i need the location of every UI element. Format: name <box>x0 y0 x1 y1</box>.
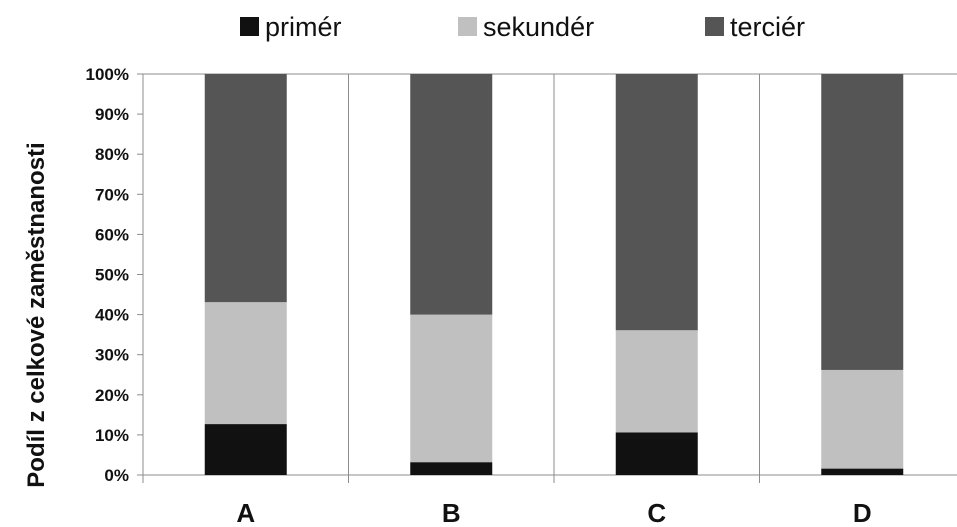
bar-segment <box>410 74 493 315</box>
y-tick-label: 70% <box>95 185 129 204</box>
legend-label: terciér <box>730 12 805 42</box>
y-tick-label: 80% <box>95 145 129 164</box>
y-tick-label: 60% <box>95 225 129 244</box>
y-tick-label: 0% <box>104 466 129 485</box>
y-axis-label: Podíl z celkové zaměstnanosti <box>23 142 50 487</box>
legend-swatch <box>458 17 477 36</box>
legend-swatch <box>240 17 259 36</box>
bar-segment <box>204 74 287 303</box>
bar-segment <box>204 424 287 475</box>
legend-label: sekundér <box>483 12 594 42</box>
y-tick-label: 50% <box>95 266 129 285</box>
category-label: C <box>647 498 666 527</box>
y-axis-ticks: 0% 10% 20% 30% 40% 50% 60% 70% 80% 90% 100% <box>86 65 143 485</box>
bar-segment <box>615 432 698 475</box>
legend: primér sekundér terciér <box>240 12 805 42</box>
legend-label: primér <box>265 12 342 42</box>
category-label: D <box>853 498 872 527</box>
bar-segment <box>204 302 287 425</box>
x-axis-ticks: A B C D <box>236 498 871 527</box>
bar-segment <box>615 330 698 433</box>
bar-segment <box>821 74 904 370</box>
y-tick-label: 20% <box>95 386 129 405</box>
category-label: B <box>442 498 461 527</box>
y-tick-label: 40% <box>95 306 129 325</box>
y-tick-label: 10% <box>95 426 129 445</box>
y-tick-label: 30% <box>95 346 129 365</box>
bar-segment <box>821 369 904 469</box>
bars <box>204 74 904 475</box>
bar-segment <box>410 462 493 475</box>
category-label: A <box>236 498 255 527</box>
bar-segment <box>615 74 698 331</box>
legend-swatch <box>705 17 724 36</box>
bar-segment <box>410 314 493 463</box>
y-tick-label: 100% <box>86 65 129 84</box>
bar-segment <box>821 468 904 475</box>
y-tick-label: 90% <box>95 105 129 124</box>
